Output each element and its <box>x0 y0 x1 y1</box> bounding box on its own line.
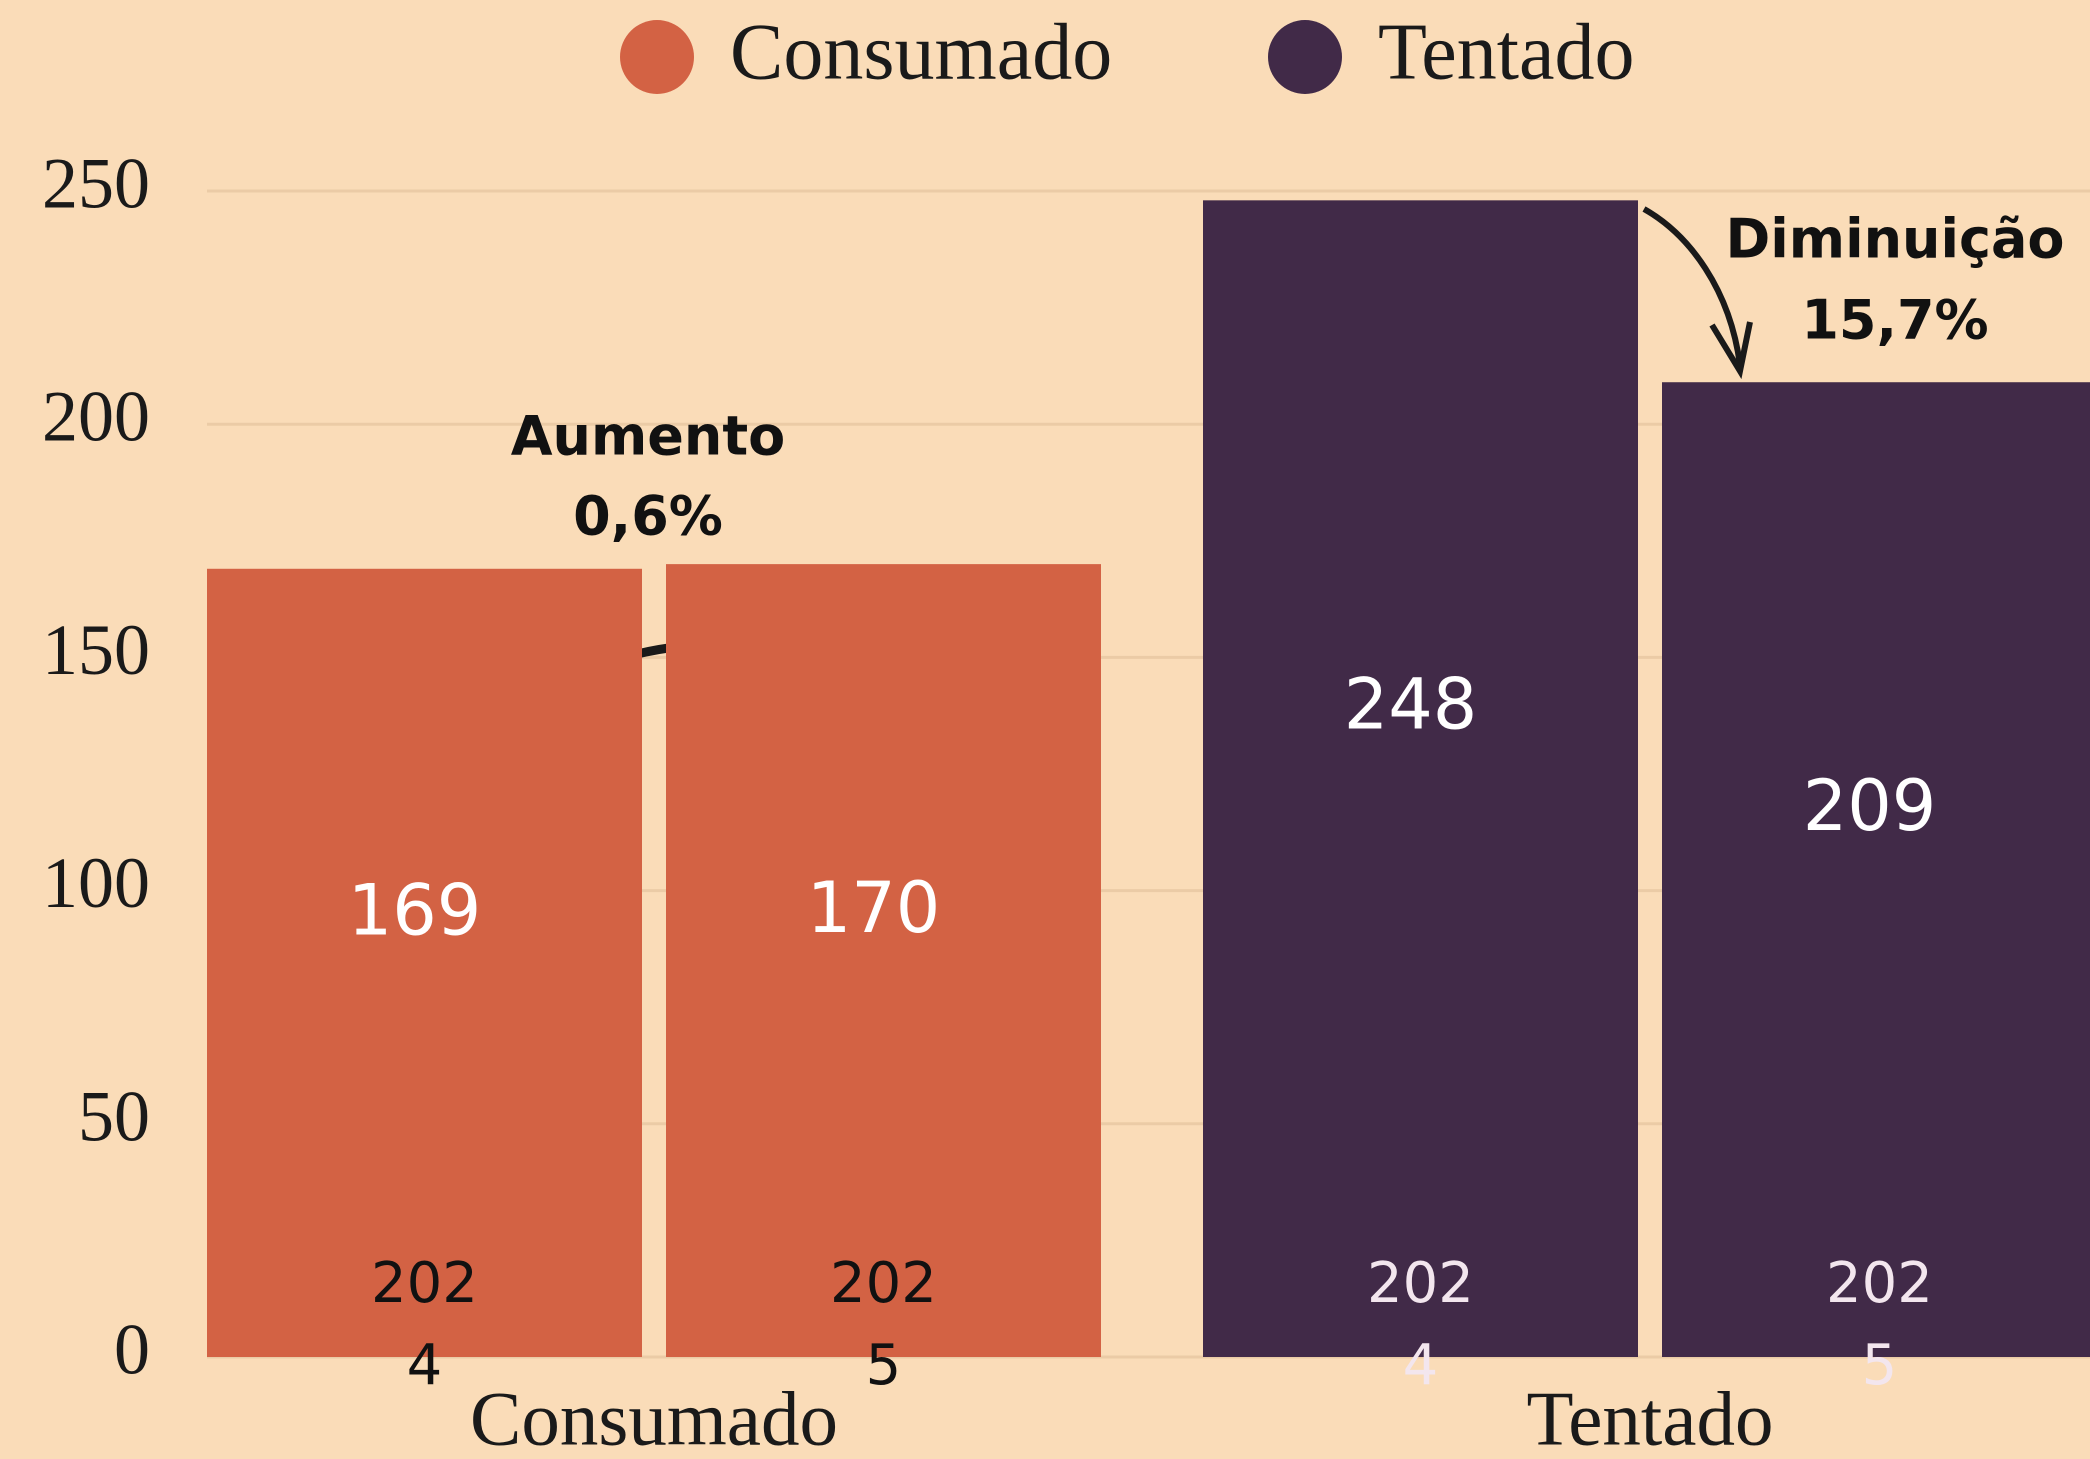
legend-label: Consumado <box>730 8 1112 96</box>
bar <box>1662 382 2090 1357</box>
y-tick-label: 250 <box>42 144 150 224</box>
value-label: 248 <box>1344 663 1478 745</box>
legend-swatch <box>620 20 694 94</box>
y-tick-label: 100 <box>42 843 150 923</box>
value-label: 209 <box>1803 765 1937 847</box>
bar <box>666 564 1101 1357</box>
legend-swatch <box>1268 20 1342 94</box>
annotation: 15,7% <box>1801 289 1988 352</box>
legend-label: Tentado <box>1378 8 1635 96</box>
y-tick-label: 0 <box>114 1310 150 1390</box>
y-tick-label: 50 <box>78 1076 150 1156</box>
annotation: Aumento <box>511 405 785 468</box>
value-label: 169 <box>348 870 482 952</box>
year-label: 2025 <box>830 1251 937 1398</box>
decrease-arrow <box>1642 206 1743 366</box>
y-tick-label: 200 <box>42 377 150 457</box>
x-group-label: Tentado <box>1527 1376 1774 1459</box>
year-label: 2025 <box>1826 1251 1933 1398</box>
annotation: Diminuição <box>1725 208 2064 271</box>
year-label: 2024 <box>1367 1251 1474 1398</box>
decrease-arrow-head <box>1709 321 1753 380</box>
annotation: 0,6% <box>573 485 723 548</box>
bar <box>1203 200 1638 1357</box>
year-label: 2024 <box>371 1251 478 1398</box>
x-group-label: Consumado <box>470 1376 838 1459</box>
y-tick-label: 150 <box>42 610 150 690</box>
bar <box>207 568 642 1357</box>
value-label: 170 <box>807 867 941 949</box>
